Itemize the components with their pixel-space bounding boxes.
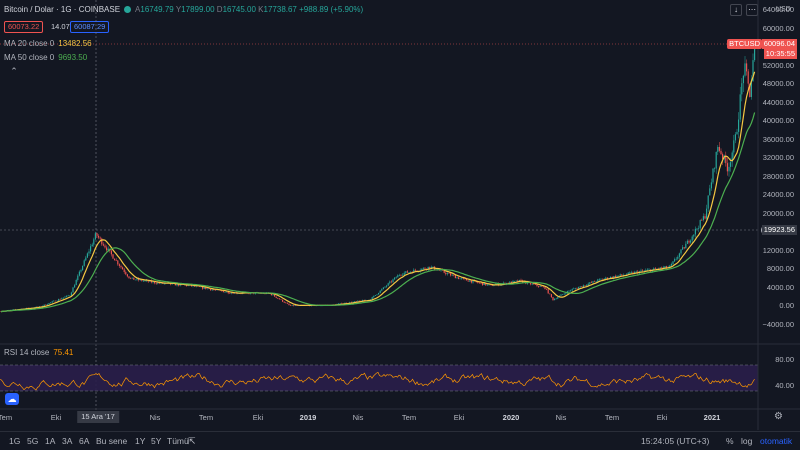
tradingview-logo-cloud-icon[interactable]: ☁ bbox=[5, 393, 19, 405]
price-axis-label: 44000.00 bbox=[762, 97, 794, 107]
auto-scale-toggle[interactable]: otomatik bbox=[760, 436, 793, 446]
rsi-band bbox=[0, 365, 758, 391]
price-axis-label: 12000.00 bbox=[762, 245, 794, 255]
range-button[interactable]: 1G bbox=[9, 436, 21, 446]
price-axis-label: 40000.00 bbox=[762, 116, 794, 125]
ma20-legend[interactable]: MA 20 close 0 13482.56 bbox=[4, 39, 92, 48]
price-axis-label: 20000.00 bbox=[762, 208, 794, 218]
range-button[interactable]: 3A bbox=[62, 436, 73, 446]
ma50-value: 9693.50 bbox=[58, 53, 88, 62]
price-axis-label: 24000.00 bbox=[762, 190, 794, 199]
time-axis-label: Tem bbox=[604, 413, 620, 422]
ohlc-low-key: D bbox=[216, 5, 223, 14]
ohlc-open-value: 16749.79 bbox=[140, 5, 174, 14]
log-scale-toggle[interactable]: log bbox=[741, 436, 753, 446]
currency-label: USD bbox=[776, 6, 791, 13]
range-button[interactable]: Bu sene bbox=[96, 436, 128, 446]
rsi-legend[interactable]: RSI 14 close 75.41 bbox=[4, 348, 73, 357]
range-button[interactable]: 1Y bbox=[135, 436, 146, 446]
ohlc-change: +988.89 (+5.90%) bbox=[299, 5, 364, 14]
price-axis-label: 32000.00 bbox=[762, 153, 794, 162]
date-range-calendar-icon[interactable]: ⇱ bbox=[188, 436, 196, 446]
rsi-axis-80: 80.00 bbox=[775, 355, 794, 364]
crosshair-date-label: 15 Ara '17 bbox=[77, 411, 119, 423]
collapse-legend-chevron-icon[interactable]: ⌃ bbox=[10, 66, 18, 76]
symbol-legend: Bitcoin / Dolar · 1G · COINBASE A16749.7… bbox=[4, 5, 363, 14]
ma20-line bbox=[0, 71, 756, 313]
price-axis-label: 64000.00 bbox=[762, 5, 794, 14]
price-axis-label: 0.00 bbox=[779, 301, 794, 310]
time-axis-label: Eki bbox=[50, 413, 62, 422]
ma50-line bbox=[0, 112, 756, 313]
ticker-tag: BTCUSD bbox=[727, 39, 762, 49]
ma20-value: 13482.56 bbox=[58, 39, 92, 48]
time-axis-label: Eki bbox=[453, 413, 465, 422]
countdown-tag: 10:35:55 bbox=[763, 49, 797, 59]
rsi-line bbox=[0, 371, 755, 391]
price-axis-label: 60000.00 bbox=[762, 23, 794, 33]
ohlc-close-key: K bbox=[258, 5, 264, 14]
ohlc-values: A16749.79 Y17899.00 D16745.00 K17738.67 … bbox=[135, 5, 363, 14]
time-axis-label: Tem bbox=[198, 413, 214, 422]
time-axis-label: Tem bbox=[0, 413, 13, 422]
range-button[interactable]: 5G bbox=[27, 436, 39, 446]
time-axis-label: Eki bbox=[656, 413, 668, 422]
price-axis-label: 36000.00 bbox=[762, 134, 794, 144]
last-price-tag: 60096.04 bbox=[761, 39, 797, 49]
symbol-title[interactable]: Bitcoin / Dolar · 1G · COINBASE bbox=[4, 5, 121, 14]
ma50-legend[interactable]: MA 50 close 0 9693.50 bbox=[4, 53, 87, 62]
price-axis-label: 4000.00 bbox=[766, 282, 794, 292]
range-button[interactable]: Tümü bbox=[167, 436, 189, 446]
time-axis-label: 2021 bbox=[703, 413, 721, 422]
settings-gear-icon[interactable]: ⚙ bbox=[774, 411, 783, 422]
ma50-label: MA 50 close 0 bbox=[4, 53, 55, 62]
price-axis-label: 28000.00 bbox=[762, 171, 794, 181]
ohlc-close-value: 17738.67 bbox=[263, 5, 297, 14]
spread-value: 14.07 bbox=[51, 22, 70, 31]
download-icon[interactable]: ↓ bbox=[730, 4, 742, 16]
ma20-label: MA 20 close 0 bbox=[4, 39, 55, 48]
buy-button[interactable]: 60087.29 bbox=[70, 21, 110, 33]
price-axis-label: 8000.00 bbox=[766, 264, 794, 273]
time-axis-label: Nis bbox=[555, 413, 567, 422]
time-axis-label: Tem bbox=[401, 413, 417, 422]
price-axis-label: 52000.00 bbox=[762, 60, 794, 70]
range-button[interactable]: 1A bbox=[45, 436, 56, 446]
range-button[interactable]: 5Y bbox=[151, 436, 162, 446]
time-axis-label: Eki bbox=[252, 413, 264, 422]
bottom-toolbar: 1G 5G 1A 3A 6A Bu sene 1Y 5Y Tümü ⇱ 15:24:05 (UT… bbox=[0, 431, 800, 450]
price-axis-label: −4000.00 bbox=[762, 319, 795, 329]
time-axis-label: 2019 bbox=[299, 413, 317, 422]
price-axis-label: 48000.00 bbox=[762, 79, 794, 88]
ohlc-low-value: 16745.00 bbox=[222, 5, 256, 14]
rsi-axis-40: 40.00 bbox=[775, 381, 794, 390]
time-axis-label: Nis bbox=[352, 413, 364, 422]
ohlc-open-key: A bbox=[135, 5, 141, 14]
range-button[interactable]: 6A bbox=[79, 436, 90, 446]
percent-scale-toggle[interactable]: % bbox=[726, 436, 734, 446]
crosshair-price-tag: 19923.56 bbox=[761, 225, 797, 235]
rsi-value: 75.41 bbox=[53, 348, 74, 357]
sell-button[interactable]: 60073.22 bbox=[4, 21, 44, 33]
market-open-indicator bbox=[124, 6, 132, 13]
time-axis-label: Nis bbox=[149, 413, 161, 422]
clock-time[interactable]: 15:24:05 (UTC+3) bbox=[641, 436, 710, 446]
rsi-label: RSI 14 close bbox=[4, 348, 50, 357]
ohlc-high-value: 17899.00 bbox=[181, 5, 215, 14]
candlesticks bbox=[0, 40, 756, 312]
ohlc-high-key: Y bbox=[175, 5, 182, 14]
time-axis-label: 2020 bbox=[502, 413, 520, 422]
